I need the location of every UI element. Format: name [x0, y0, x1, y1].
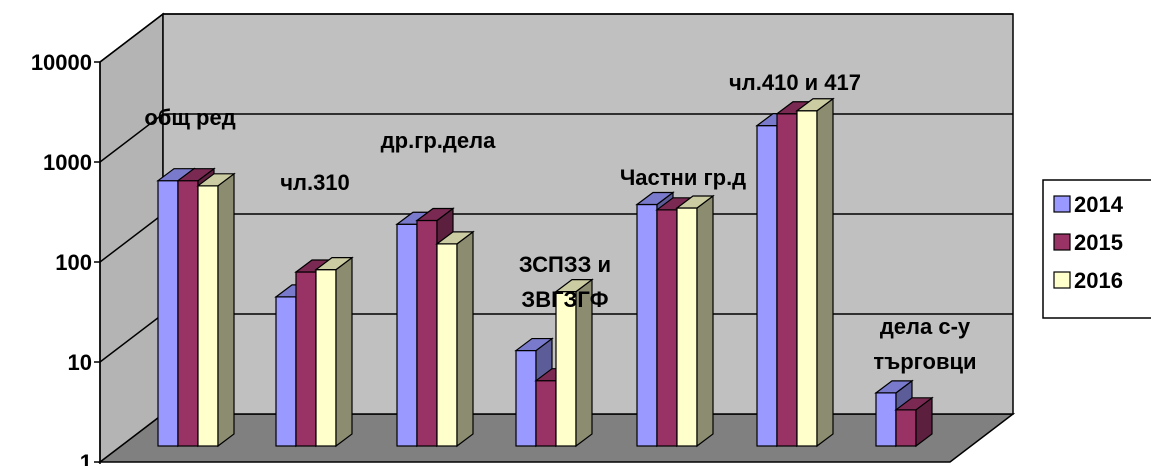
- bar-2015-6: [894, 396, 934, 448]
- bar-top: [874, 380, 914, 394]
- bar-front: [555, 290, 577, 447]
- y-tick-label: 100: [55, 250, 92, 275]
- bar-front: [895, 409, 917, 447]
- bar-2016-2: [435, 230, 475, 448]
- category-label: общ ред: [144, 105, 235, 130]
- bar-2016-1: [314, 256, 354, 448]
- bar-front: [275, 296, 297, 447]
- bar-side: [816, 97, 834, 448]
- bar-2016-0: [196, 172, 236, 448]
- y-tick-label: 10000: [31, 50, 92, 75]
- legend-label-2015: 2015: [1074, 230, 1123, 255]
- bar-side: [335, 256, 353, 448]
- y-tick-label: 1000: [43, 150, 92, 175]
- category-label: чл.410 и 417: [729, 70, 861, 95]
- category-label: Частни гр.д: [620, 165, 746, 190]
- bar-side: [456, 230, 474, 448]
- bar-front: [515, 349, 537, 447]
- bar-front: [396, 223, 418, 447]
- bar-front: [535, 380, 557, 447]
- bar-top: [435, 231, 475, 245]
- category-label: търговци: [873, 349, 976, 374]
- gridline: [99, 13, 1013, 63]
- gridline: [99, 113, 1013, 163]
- legend: 2014 2015 2016: [1042, 179, 1151, 319]
- legend-label-2016: 2016: [1074, 268, 1123, 293]
- category-label: чл.310: [280, 170, 350, 195]
- bar-top: [675, 195, 715, 209]
- bar-front: [796, 110, 818, 447]
- bar-top: [795, 98, 835, 112]
- bar-2016-5: [795, 97, 835, 448]
- legend-swatch-2016: [1053, 271, 1071, 289]
- bar-2016-4: [675, 194, 715, 448]
- bar-top: [894, 397, 934, 411]
- bar-front: [756, 124, 778, 447]
- bar-front: [295, 271, 317, 447]
- bar-side: [696, 194, 714, 448]
- y-tick-label: 10: [68, 350, 92, 375]
- legend-label-2014: 2014: [1074, 192, 1124, 217]
- bar-front: [177, 180, 199, 447]
- bar-front: [436, 243, 458, 447]
- bars: [156, 97, 934, 448]
- bar-front: [197, 185, 219, 447]
- category-label: дела с-у: [880, 314, 971, 339]
- bar-top: [196, 173, 236, 187]
- legend-swatch-2014: [1053, 195, 1071, 213]
- bar-top: [176, 168, 216, 182]
- bar-2016-3: [554, 278, 594, 448]
- bar-front: [776, 113, 798, 447]
- bar-top: [514, 337, 554, 352]
- category-label: ЗСПЗЗ и: [519, 252, 611, 277]
- y-tick-label: 1: [80, 450, 92, 466]
- bar-top: [314, 257, 354, 271]
- bar-front: [676, 207, 698, 447]
- bar-front: [416, 219, 438, 447]
- bar-front: [315, 269, 337, 447]
- value-axis: 1 10 100 1000 10000: [31, 50, 101, 466]
- category-label: др.гр.дела: [381, 128, 496, 153]
- bar-front: [656, 209, 678, 447]
- bar-top: [415, 207, 455, 222]
- category-labels: общ ред чл.310 др.гр.дела ЗСПЗЗ и ЗВГЗГФ Част…: [144, 70, 976, 374]
- bar-top: [635, 191, 675, 206]
- legend-swatch-2015: [1053, 233, 1071, 251]
- bar-front: [875, 392, 897, 447]
- bar-front: [636, 203, 658, 447]
- bar-side: [217, 172, 235, 448]
- bar-top: [554, 278, 594, 293]
- bar-front: [157, 180, 179, 447]
- category-label: ЗВГЗГФ: [521, 287, 608, 312]
